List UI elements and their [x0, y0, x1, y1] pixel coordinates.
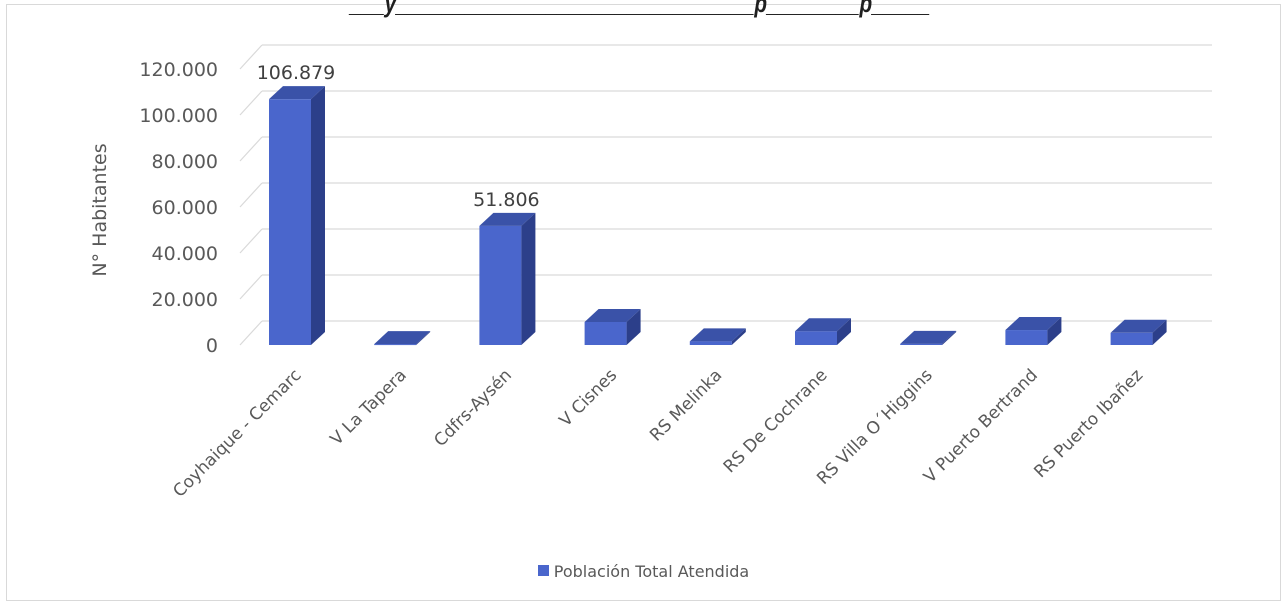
bar-side — [1047, 317, 1062, 345]
gridline-depth — [239, 320, 263, 346]
gridline-depth — [239, 44, 263, 70]
x-tick-label: RS Villa O´Higgins — [813, 365, 937, 489]
bar-side — [626, 309, 641, 345]
chart-frame — [6, 4, 1281, 601]
y-tick-label: 100.000 — [139, 105, 218, 127]
data-label: 51.806 — [473, 189, 539, 211]
gridlines — [239, 44, 1212, 346]
x-tick-label: V La Tapera — [327, 365, 411, 449]
bar-side — [521, 212, 536, 345]
gridline-depth — [239, 90, 263, 116]
x-tick-label: RS Puerto Ibañez — [1030, 365, 1147, 482]
bar-top — [479, 212, 536, 226]
bar — [584, 309, 641, 345]
bar-side — [416, 331, 431, 345]
x-tick-labels: Coyhaique - Cemarc V La Tapera Cdfrs-Aysén… — [169, 365, 1147, 501]
bar-side — [731, 328, 746, 345]
bar-front — [269, 99, 311, 345]
y-tick-label: 40.000 — [152, 243, 218, 265]
y-tick-label: 80.000 — [152, 151, 218, 173]
legend-swatch — [537, 565, 549, 576]
bar-front — [1110, 332, 1153, 345]
bar — [269, 86, 325, 346]
bar-front — [1005, 330, 1048, 345]
bar — [795, 318, 851, 345]
x-tick-label: Coyhaique - Cemarc — [169, 365, 305, 501]
bar-side — [1152, 319, 1167, 345]
x-tick-label: RS Melinka — [646, 365, 726, 445]
data-labels: 106.879 51.806 — [257, 62, 540, 211]
bar — [689, 328, 746, 345]
bar — [479, 212, 536, 345]
bar-front — [479, 225, 522, 345]
bar-front — [374, 344, 417, 346]
x-tick-label: RS De Cochrane — [720, 365, 832, 477]
bar-top — [374, 331, 431, 345]
title-band: ___y_______________________________p____… — [0, 0, 1287, 22]
x-tick-label: V Puerto Bertrand — [920, 365, 1042, 487]
bar — [1005, 317, 1062, 345]
bar-side — [311, 86, 325, 346]
bar — [1110, 319, 1167, 345]
bar-top — [1110, 319, 1167, 333]
bar-side — [837, 318, 851, 345]
y-tick-labels: 0 20.000 40.000 60.000 80.000 100.000 120.000 — [139, 59, 218, 357]
bar-top — [1005, 317, 1062, 331]
bar-top — [689, 328, 746, 342]
bar-front — [795, 331, 837, 345]
svg-text:___y__________________________: ___y_______________________________p____… — [348, 0, 930, 18]
bar — [374, 331, 431, 346]
bar-top — [900, 330, 957, 344]
bars — [269, 86, 1167, 346]
bar-front — [584, 322, 627, 345]
clipped-title-decoration: ___y_______________________________p____… — [348, 0, 930, 18]
gridline-depth — [239, 182, 263, 208]
bar — [900, 330, 957, 345]
bar-front — [900, 343, 943, 345]
y-tick-label: 20.000 — [152, 289, 218, 311]
x-tick-label: V Cisnes — [556, 365, 622, 431]
y-tick-label: 0 — [206, 335, 218, 357]
gridline-depth — [239, 136, 263, 162]
bar-side — [942, 330, 957, 345]
gridline-depth — [239, 228, 263, 254]
y-tick-label: 60.000 — [152, 197, 218, 219]
y-axis-label: N° Habitantes — [89, 143, 111, 276]
gridline-depth — [239, 274, 263, 300]
legend-label: Población Total Atendida — [553, 562, 750, 581]
bar-top — [269, 86, 325, 100]
x-tick-label: Cdfrs-Aysén — [430, 365, 515, 450]
bar-chart: 020.00040.00060.00080.000100.000120.000 … — [89, 44, 1212, 502]
y-tick-label: 120.000 — [139, 59, 218, 81]
data-label: 106.879 — [257, 62, 336, 84]
legend: Población Total Atendida — [0, 561, 1287, 581]
bar-top — [584, 309, 641, 322]
bar-front — [689, 341, 732, 345]
bar-top — [795, 318, 851, 332]
